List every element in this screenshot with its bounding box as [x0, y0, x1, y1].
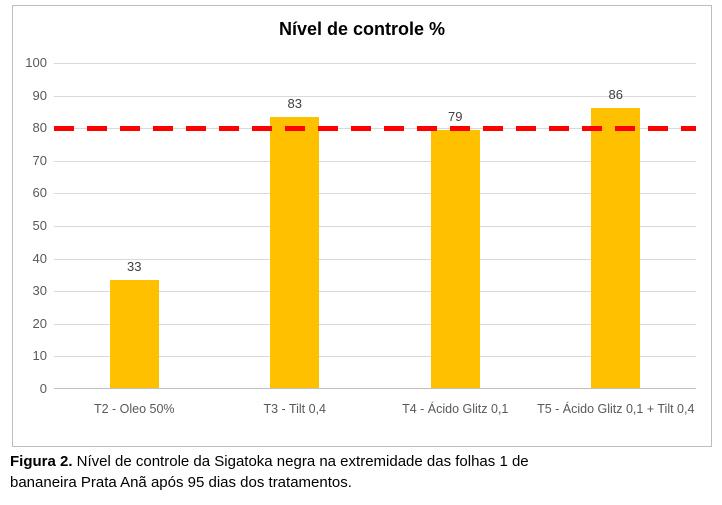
x-tick-label-text: T2 - Oleo 50% — [93, 402, 175, 416]
bar-value-label: 79 — [448, 109, 463, 125]
plot-area: 33 83 79 86 — [54, 63, 696, 389]
figure-caption: Figura 2. Nível de controle da Sigatoka … — [10, 451, 630, 493]
bar — [591, 107, 641, 388]
gridline — [54, 193, 696, 195]
chart-frame: Nível de controle % 33 83 79 86 T2 - Oleo 5… — [12, 5, 712, 447]
y-tick-label: 10 — [32, 348, 47, 364]
bar — [109, 280, 159, 388]
x-tick-label: T2 - Oleo 50% — [54, 400, 215, 418]
x-tick-label-text: T3 - Tilt 0,4 — [263, 402, 327, 416]
y-tick-label: 80 — [32, 120, 47, 136]
y-tick-label: 0 — [39, 381, 47, 396]
bar — [430, 130, 480, 388]
gridline — [54, 291, 696, 293]
reference-line-80 — [54, 125, 696, 131]
gridline — [54, 258, 696, 260]
y-tick-label: 30 — [32, 283, 47, 299]
bar-value-label: 86 — [608, 86, 623, 102]
gridline — [54, 160, 696, 162]
x-axis-labels: T2 - Oleo 50% T3 - Tilt 0,4 T4 - Ácido Gli… — [54, 400, 696, 418]
y-tick-label: 100 — [25, 55, 47, 70]
bar-value-label: 33 — [127, 259, 142, 275]
y-tick-label: 50 — [32, 218, 47, 233]
figure-caption-label: Figura 2. — [10, 453, 73, 470]
figure-caption-line2: bananeira Prata Anã após 95 dias dos tra… — [10, 474, 352, 491]
gridline — [54, 356, 696, 358]
y-tick-label: 40 — [32, 250, 47, 266]
x-tick-label: T3 - Tilt 0,4 — [215, 400, 376, 418]
bar — [270, 117, 320, 388]
bar-slots: 33 83 79 86 — [54, 63, 696, 388]
x-tick-label: T5 - Ácido Glitz 0,1 + Tilt 0,4 — [536, 400, 697, 418]
y-tick-label: 20 — [32, 315, 47, 331]
gridline — [54, 95, 696, 97]
x-tick-label-text: T5 - Ácido Glitz 0,1 + Tilt 0,4 — [537, 402, 695, 416]
y-tick-label: 90 — [32, 87, 47, 103]
x-tick-label-text: T4 - Ácido Glitz 0,1 — [402, 402, 509, 416]
gridline — [54, 63, 696, 64]
figure-caption-line1: Nível de controle da Sigatoka negra na e… — [72, 453, 529, 470]
bar-slot: 33 — [54, 63, 215, 388]
bar-slot: 79 — [375, 63, 536, 388]
chart-title: Nível de controle % — [278, 19, 446, 39]
y-tick-label: 70 — [32, 152, 47, 168]
gridline — [54, 226, 696, 227]
bar-value-label: 83 — [287, 96, 302, 112]
bar-slot: 83 — [215, 63, 376, 388]
gridline — [54, 323, 696, 325]
x-tick-label: T4 - Ácido Glitz 0,1 — [375, 400, 536, 418]
y-tick-label: 60 — [32, 185, 47, 201]
bar-slot: 86 — [536, 63, 697, 388]
